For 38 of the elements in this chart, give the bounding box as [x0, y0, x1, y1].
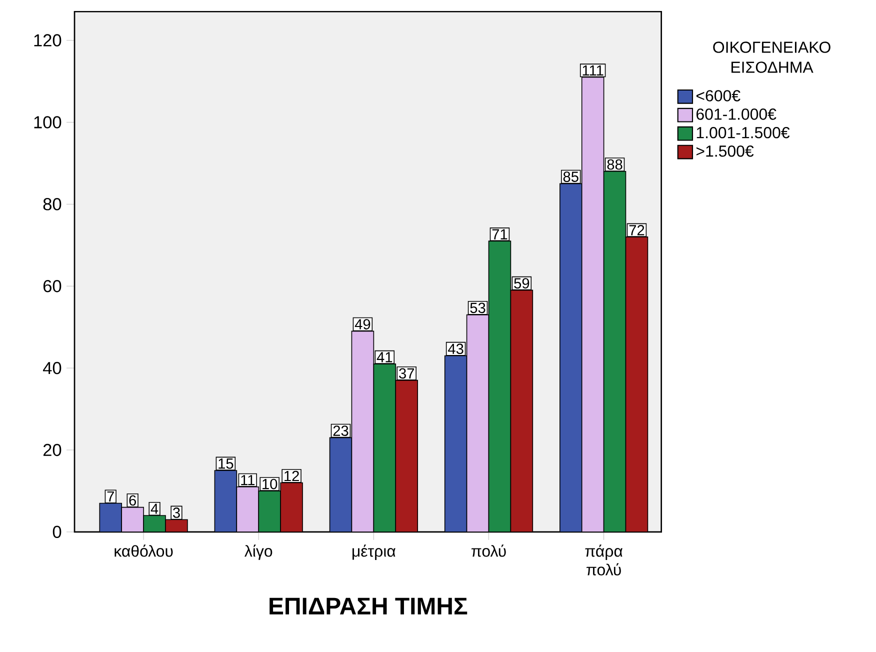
data-label: 3	[172, 508, 180, 518]
data-label: 43	[448, 344, 464, 354]
data-label: 37	[399, 368, 414, 379]
legend-label: 1.001-1.500€	[696, 127, 790, 138]
data-label: 111	[582, 66, 604, 76]
y-tick-label: 40	[42, 362, 62, 374]
data-label: 6	[129, 495, 136, 506]
x-tick-label: πάρα πολύ	[585, 544, 623, 576]
y-tick-label: 100	[34, 116, 62, 129]
data-label: 7	[107, 492, 114, 502]
data-label: 12	[284, 470, 299, 482]
x-tick-label: καθόλου	[114, 544, 173, 557]
data-label: 10	[262, 479, 278, 490]
data-label: 23	[333, 426, 348, 436]
data-label: 59	[514, 278, 530, 289]
legend-label: >1.500€	[696, 146, 754, 157]
y-tick-label: 20	[43, 444, 62, 456]
data-label: 88	[607, 159, 622, 170]
y-tick-label: 0	[52, 526, 62, 538]
legend-label: 601-1.000€	[696, 108, 776, 120]
data-label: 11	[241, 475, 255, 486]
y-tick-label: 120	[34, 34, 62, 47]
data-label: 72	[629, 225, 644, 236]
data-label: 53	[470, 302, 486, 314]
data-label: 71	[492, 229, 508, 240]
x-tick-label: μέτρια	[352, 544, 396, 560]
data-label: 4	[150, 504, 158, 514]
legend-label: <600€	[696, 90, 740, 102]
y-tick-label: 80	[43, 198, 62, 210]
y-tick-label: 60	[43, 280, 62, 292]
x-axis-title: ΕΠΙΔΡΑΣΗ ΤΙΜΗΣ	[270, 598, 468, 614]
data-label: 85	[563, 172, 578, 182]
x-tick-label: λίγο	[244, 544, 272, 560]
data-label: 49	[354, 319, 370, 330]
x-tick-label: πολύ	[472, 544, 506, 557]
data-label: 15	[218, 458, 234, 469]
legend-title: ΟΙΚΟΓΕΝΕΙΑΚΟ ΕΙΣΟΔΗΜΑ	[713, 42, 830, 74]
data-label: 41	[376, 352, 392, 362]
